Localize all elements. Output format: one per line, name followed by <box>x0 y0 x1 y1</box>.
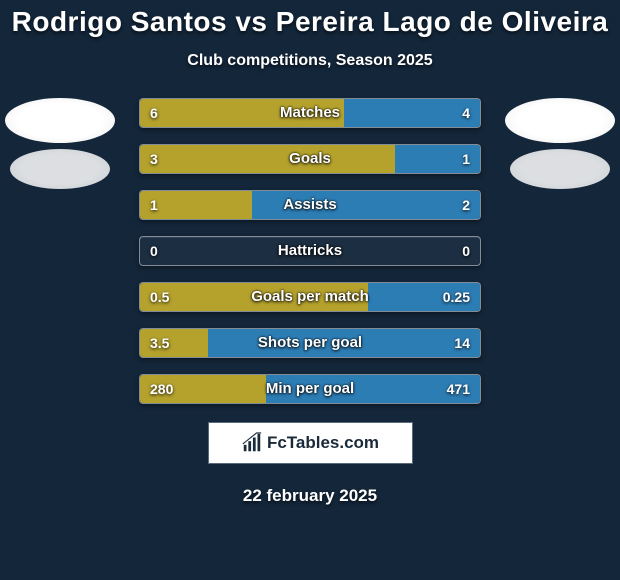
player2-value: 0 <box>462 237 470 265</box>
player2-photos <box>500 98 620 195</box>
player2-bar <box>344 99 480 127</box>
player1-value: 0 <box>150 237 158 265</box>
stat-bars: 64Matches 31Goals 12Assists 0 0Hattricks 0.50… <box>139 98 481 404</box>
player2-bar <box>252 191 480 219</box>
player1-bar <box>140 145 395 173</box>
avatar <box>510 149 610 189</box>
stat-row: 280471Min per goal <box>139 374 481 404</box>
stat-row: 0 0Hattricks <box>139 236 481 266</box>
player2-bar <box>395 145 480 173</box>
player1-bar <box>140 375 266 403</box>
stat-row: 31Goals <box>139 144 481 174</box>
page-title: Rodrigo Santos vs Pereira Lago de Olivei… <box>0 0 620 38</box>
avatar <box>10 149 110 189</box>
player1-bar <box>140 283 368 311</box>
chart-icon <box>241 432 263 454</box>
date-label: 22 february 2025 <box>0 486 620 506</box>
comparison-chart: 64Matches 31Goals 12Assists 0 0Hattricks 0.50… <box>0 98 620 404</box>
logo-text: FcTables.com <box>267 433 379 453</box>
avatar <box>5 98 115 143</box>
player2-bar <box>208 329 480 357</box>
player1-bar <box>140 99 344 127</box>
stat-row: 12Assists <box>139 190 481 220</box>
stat-label: Hattricks <box>140 237 480 265</box>
stat-row: 64Matches <box>139 98 481 128</box>
avatar <box>505 98 615 143</box>
player2-bar <box>368 283 480 311</box>
logo-badge: FcTables.com <box>208 422 413 464</box>
player1-bar <box>140 329 208 357</box>
stat-row: 3.514Shots per goal <box>139 328 481 358</box>
player1-bar <box>140 191 252 219</box>
subtitle: Club competitions, Season 2025 <box>0 52 620 70</box>
stat-row: 0.50.25Goals per match <box>139 282 481 312</box>
player1-photos <box>0 98 120 195</box>
player2-bar <box>266 375 480 403</box>
